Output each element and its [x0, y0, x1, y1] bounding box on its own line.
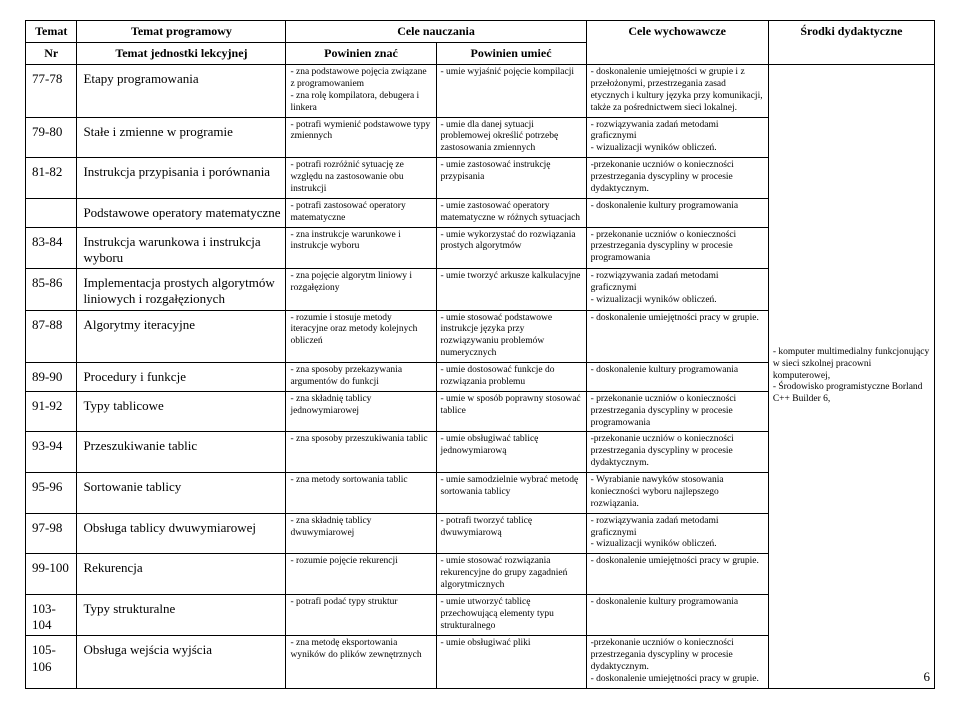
- cell-can: - umie dla danej sytuacji problemowej ok…: [436, 117, 586, 158]
- cell-can: - umie tworzyć arkusze kalkulacyjne: [436, 269, 586, 311]
- th-srodki: Środki dydaktyczne: [768, 21, 934, 65]
- cell-nr: 85-86: [26, 269, 77, 311]
- cell-nr: 103-104: [26, 594, 77, 636]
- cell-topic: Implementacja prostych algorytmów liniow…: [77, 269, 286, 311]
- th-temat: Temat: [26, 21, 77, 43]
- cell-topic: Typy tablicowe: [77, 391, 286, 432]
- cell-nr: 89-90: [26, 363, 77, 392]
- page-number: 6: [924, 669, 931, 685]
- cell-topic: Stałe i zmienne w programie: [77, 117, 286, 158]
- cell-know: - zna pojęcie algorytm liniowy i rozgałę…: [286, 269, 436, 311]
- table-row: 77-78Etapy programowania- zna podstawowe…: [26, 65, 935, 118]
- cell-edu: - przekonanie uczniów o konieczności prz…: [586, 391, 768, 432]
- curriculum-table: Temat Temat programowy Cele nauczania Ce…: [25, 20, 935, 689]
- cell-nr: 87-88: [26, 310, 77, 363]
- th-cele-n: Cele nauczania: [286, 21, 586, 43]
- cell-edu: - doskonalenie umiejętności w grupie i z…: [586, 65, 768, 118]
- cell-topic: Rekurencja: [77, 554, 286, 595]
- cell-resources: - komputer multimedialny funkcjonujący w…: [768, 65, 934, 689]
- cell-know: - zna składnię tablicy jednowymiarowej: [286, 391, 436, 432]
- cell-topic: Obsługa tablicy dwuwymiarowej: [77, 513, 286, 554]
- cell-can: - umie utworzyć tablicę przechowującą el…: [436, 594, 586, 636]
- cell-edu: - doskonalenie umiejętności pracy w grup…: [586, 554, 768, 595]
- cell-topic: Typy strukturalne: [77, 594, 286, 636]
- cell-know: - zna sposoby przekazywania argumentów d…: [286, 363, 436, 392]
- cell-edu: - doskonalenie umiejętności pracy w grup…: [586, 310, 768, 363]
- cell-nr: 91-92: [26, 391, 77, 432]
- th-prog: Temat programowy: [77, 21, 286, 43]
- cell-know: - potrafi wymienić podstawowe typy zmien…: [286, 117, 436, 158]
- cell-can: - umie w sposób poprawny stosować tablic…: [436, 391, 586, 432]
- cell-edu: - rozwiązywania zadań metodami graficzny…: [586, 513, 768, 554]
- cell-topic: Instrukcja przypisania i porównania: [77, 158, 286, 199]
- cell-know: - rozumie pojęcie rekurencji: [286, 554, 436, 595]
- cell-topic: Sortowanie tablicy: [77, 473, 286, 514]
- cell-know: - potrafi podać typy struktur: [286, 594, 436, 636]
- cell-nr: 81-82: [26, 158, 77, 199]
- cell-edu: - doskonalenie kultury programowania: [586, 198, 768, 227]
- cell-nr: 95-96: [26, 473, 77, 514]
- cell-know: - potrafi rozróżnić sytuację ze względu …: [286, 158, 436, 199]
- cell-edu: -przekonanie uczniów o konieczności prze…: [586, 432, 768, 473]
- cell-can: - umie zastosować instrukcję przypisania: [436, 158, 586, 199]
- cell-know: - rozumie i stosuje metody iteracyjne or…: [286, 310, 436, 363]
- cell-nr: 77-78: [26, 65, 77, 118]
- cell-nr: 105-106: [26, 636, 77, 689]
- cell-topic: Przeszukiwanie tablic: [77, 432, 286, 473]
- cell-can: - umie samodzielnie wybrać metodę sortow…: [436, 473, 586, 514]
- cell-can: - umie obsługiwać tablicę jednowymiarową: [436, 432, 586, 473]
- th-cele-w: Cele wychowawcze: [586, 21, 768, 65]
- th-umiec: Powinien umieć: [436, 43, 586, 65]
- cell-know: - zna metody sortowania tablic: [286, 473, 436, 514]
- cell-topic: Procedury i funkcje: [77, 363, 286, 392]
- cell-nr: 79-80: [26, 117, 77, 158]
- cell-can: - umie stosować podstawowe instrukcje ję…: [436, 310, 586, 363]
- cell-topic: Instrukcja warunkowa i instrukcja wyboru: [77, 227, 286, 269]
- cell-nr: 99-100: [26, 554, 77, 595]
- cell-edu: - Wyrabianie nawyków stosowania konieczn…: [586, 473, 768, 514]
- cell-topic: Etapy programowania: [77, 65, 286, 118]
- cell-can: - umie wykorzystać do rozwiązania prosty…: [436, 227, 586, 269]
- cell-edu: - rozwiązywania zadań metodami graficzny…: [586, 269, 768, 311]
- cell-edu: -przekonanie uczniów o konieczności prze…: [586, 636, 768, 689]
- cell-know: - zna sposoby przeszukiwania tablic: [286, 432, 436, 473]
- cell-can: - umie wyjaśnić pojęcie kompilacji: [436, 65, 586, 118]
- cell-nr: 83-84: [26, 227, 77, 269]
- cell-topic: Podstawowe operatory matematyczne: [77, 198, 286, 227]
- cell-nr: 97-98: [26, 513, 77, 554]
- cell-topic: Obsługa wejścia wyjścia: [77, 636, 286, 689]
- cell-can: - umie dostosować funkcje do rozwiązania…: [436, 363, 586, 392]
- cell-nr: [26, 198, 77, 227]
- cell-edu: - doskonalenie kultury programowania: [586, 363, 768, 392]
- cell-topic: Algorytmy iteracyjne: [77, 310, 286, 363]
- cell-can: - umie zastosować operatory matematyczne…: [436, 198, 586, 227]
- cell-edu: - przekonanie uczniów o konieczności prz…: [586, 227, 768, 269]
- cell-know: - zna podstawowe pojęcia związane z prog…: [286, 65, 436, 118]
- cell-can: - umie stosować rozwiązania rekurencyjne…: [436, 554, 586, 595]
- th-jedn: Temat jednostki lekcyjnej: [77, 43, 286, 65]
- cell-edu: -przekonanie uczniów o konieczności prze…: [586, 158, 768, 199]
- cell-know: - zna metodę eksportowania wyników do pl…: [286, 636, 436, 689]
- cell-nr: 93-94: [26, 432, 77, 473]
- cell-know: - zna składnię tablicy dwuwymiarowej: [286, 513, 436, 554]
- th-znac: Powinien znać: [286, 43, 436, 65]
- cell-know: - zna instrukcje warunkowe i instrukcje …: [286, 227, 436, 269]
- cell-can: - potrafi tworzyć tablicę dwuwymiarową: [436, 513, 586, 554]
- th-nr: Nr: [26, 43, 77, 65]
- cell-can: - umie obsługiwać pliki: [436, 636, 586, 689]
- header-row-1: Temat Temat programowy Cele nauczania Ce…: [26, 21, 935, 43]
- cell-know: - potrafi zastosować operatory matematyc…: [286, 198, 436, 227]
- cell-edu: - rozwiązywania zadań metodami graficzny…: [586, 117, 768, 158]
- cell-edu: - doskonalenie kultury programowania: [586, 594, 768, 636]
